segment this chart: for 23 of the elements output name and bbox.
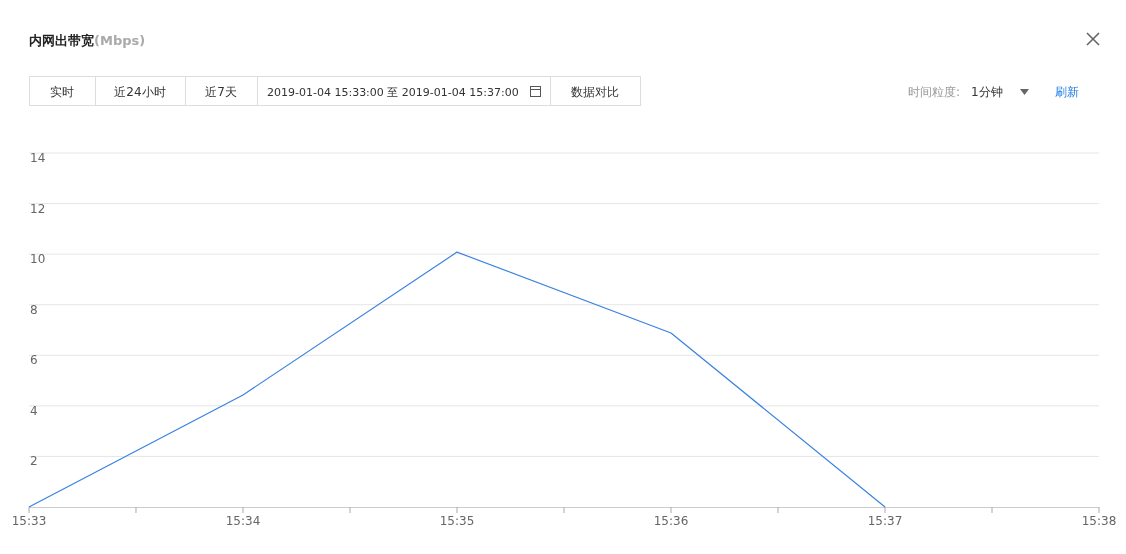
text: 时间粒度: bbox=[907, 85, 960, 99]
text: 刷新 bbox=[1055, 85, 1079, 99]
text: 近24小时 bbox=[114, 85, 166, 99]
y-tick-label: 8 bbox=[30, 302, 38, 317]
x-tick-label: 15:36 bbox=[653, 514, 689, 528]
text: 实时 bbox=[50, 85, 74, 99]
x-tick-label: 15:38 bbox=[1081, 514, 1117, 528]
chart-title: 内网出带宽 bbox=[29, 33, 94, 48]
x-tick-label: 15:37 bbox=[867, 514, 903, 528]
x-tick-label: 15:34 bbox=[225, 514, 261, 528]
y-tick-label: 14 bbox=[30, 151, 46, 165]
text: 数据对比 bbox=[571, 85, 619, 99]
y-tick-label: 12 bbox=[30, 201, 46, 216]
x-tick-label: 15:33 bbox=[11, 514, 47, 528]
x-tick-label: 15:35 bbox=[439, 514, 475, 528]
y-tick-label: 2 bbox=[30, 454, 38, 469]
text: 2019-01-04 15:33:00 至 2019-01-04 15:37:00 bbox=[267, 86, 519, 99]
y-tick-label: 4 bbox=[30, 403, 38, 418]
text: 近7天 bbox=[205, 85, 237, 99]
chart-subtitle: (Mbps) bbox=[94, 33, 146, 48]
y-tick-label: 6 bbox=[30, 353, 38, 368]
text: 1分钟 bbox=[971, 85, 1003, 99]
y-tick-label: 10 bbox=[30, 252, 46, 267]
